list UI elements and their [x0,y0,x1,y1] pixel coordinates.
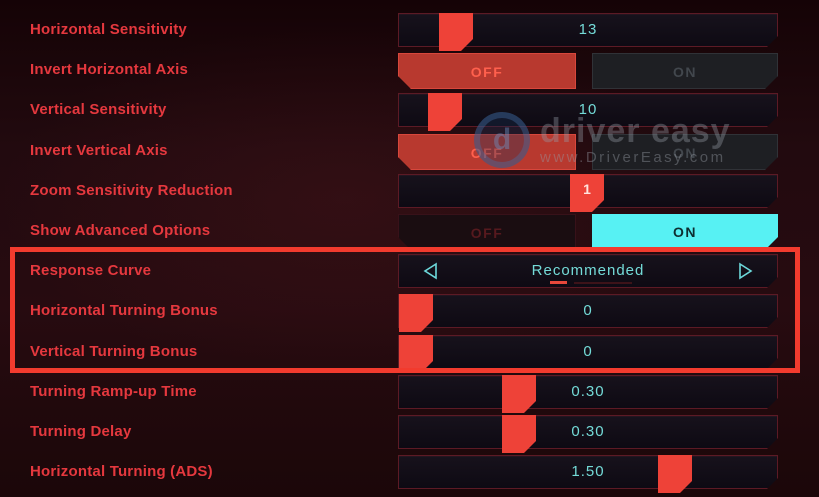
row-invert-vertical-axis: Invert Vertical Axis OFF ON [0,134,819,168]
toggle-on-button[interactable]: ON [592,214,778,250]
slider-track[interactable] [398,455,778,489]
setting-label: Turning Ramp-up Time [30,383,197,400]
row-turning-delay: Turning Delay 0.30 [0,415,819,449]
toggle-control[interactable]: OFF ON [398,134,778,174]
slider-handle[interactable] [658,455,692,493]
setting-label: Horizontal Sensitivity [30,21,187,38]
slider-handle[interactable] [399,335,433,373]
stepper-underline [550,281,567,284]
slider-handle[interactable] [502,415,536,453]
row-horizontal-sensitivity: Horizontal Sensitivity 13 [0,13,819,47]
slider-handle[interactable] [399,294,433,332]
slider-control[interactable]: 1.50 [398,455,778,495]
stepper-value: Recommended [531,262,645,279]
slider-control[interactable]: 0 [398,335,778,375]
slider-value: 0.30 [571,383,605,400]
stepper-control[interactable]: Recommended [398,254,778,294]
toggle-on-button[interactable]: ON [592,134,778,170]
setting-label: Vertical Sensitivity [30,101,167,118]
slider-value: 13 [578,21,598,38]
setting-label: Zoom Sensitivity Reduction [30,182,233,199]
toggle-on-button[interactable]: ON [592,53,778,89]
slider-value: 10 [578,101,598,118]
slider-handle[interactable] [502,375,536,413]
setting-label: Show Advanced Options [30,222,211,239]
toggle-control[interactable]: OFF ON [398,214,778,254]
slider-value: 0 [583,302,593,319]
row-horizontal-turning-bonus: Horizontal Turning Bonus 0 [0,294,819,328]
slider-control[interactable]: 10 [398,93,778,133]
setting-label: Invert Horizontal Axis [30,61,189,78]
row-response-curve: Response Curve Recommended [0,254,819,288]
row-vertical-turning-bonus: Vertical Turning Bonus 0 [0,335,819,369]
slider-control[interactable]: 0.30 [398,415,778,455]
row-vertical-sensitivity: Vertical Sensitivity 10 [0,93,819,127]
row-invert-horizontal-axis: Invert Horizontal Axis OFF ON [0,53,819,87]
slider-value: 1.50 [571,463,605,480]
setting-label: Response Curve [30,262,152,279]
toggle-control[interactable]: OFF ON [398,53,778,93]
toggle-off-button[interactable]: OFF [398,134,576,170]
toggle-off-button[interactable]: OFF [398,214,576,250]
slider-handle[interactable]: 1 [570,174,604,212]
setting-label: Vertical Turning Bonus [30,343,198,360]
row-show-advanced-options: Show Advanced Options OFF ON [0,214,819,248]
stepper-left-arrow-icon[interactable] [422,262,440,280]
row-horizontal-turning-ads: Horizontal Turning (ADS) 1.50 [0,455,819,489]
slider-control[interactable]: 13 [398,13,778,53]
stepper-track [398,254,778,288]
slider-track[interactable] [398,294,778,328]
stepper-ticks [574,282,632,284]
slider-control[interactable]: 0 [398,294,778,334]
setting-label: Invert Vertical Axis [30,142,168,159]
row-zoom-sensitivity-reduction: Zoom Sensitivity Reduction 1 [0,174,819,208]
slider-value: 0.30 [571,423,605,440]
slider-value: 0 [583,343,593,360]
slider-control[interactable]: 1 [398,174,778,214]
slider-track[interactable] [398,375,778,409]
row-turning-ramp-up-time: Turning Ramp-up Time 0.30 [0,375,819,409]
stepper-right-arrow-icon[interactable] [736,262,754,280]
setting-label: Horizontal Turning (ADS) [30,463,213,480]
toggle-off-button[interactable]: OFF [398,53,576,89]
setting-label: Turning Delay [30,423,132,440]
slider-control[interactable]: 0.30 [398,375,778,415]
slider-track[interactable] [398,415,778,449]
setting-label: Horizontal Turning Bonus [30,302,218,319]
